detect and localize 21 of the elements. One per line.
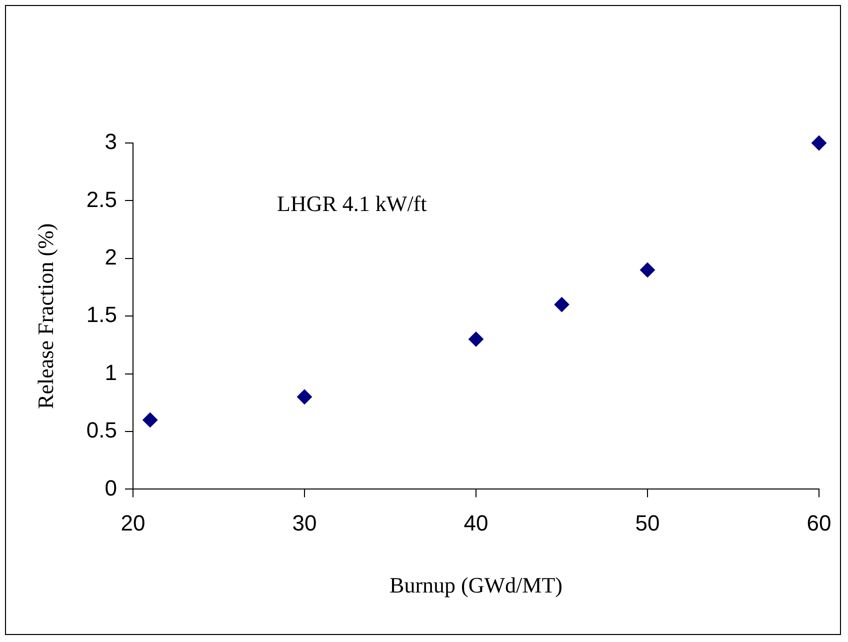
y-tick-label: 0.5	[86, 418, 117, 443]
y-tick-label: 1.5	[86, 302, 117, 328]
x-tick-label: 30	[292, 510, 317, 536]
x-tick-label: 40	[464, 510, 488, 536]
y-tick-label: 0	[104, 475, 117, 500]
point	[468, 332, 484, 347]
point	[554, 297, 570, 312]
x-tick-label: 20	[120, 510, 146, 536]
y-tick-label: 3	[104, 129, 117, 154]
point	[296, 389, 312, 404]
y-axis-title: Release Fraction (%)	[32, 223, 58, 409]
y-tick-label: 1	[104, 360, 117, 385]
y-tick-label: 2.5	[86, 186, 117, 212]
point	[640, 262, 655, 278]
x-tick-label: 50	[635, 510, 660, 536]
point	[812, 136, 826, 150]
x-tick-label: 60	[806, 510, 832, 536]
point	[142, 412, 158, 428]
x-axis-title: Burnup (GWd/MT)	[390, 572, 562, 598]
y-tick-label: 2	[104, 244, 117, 270]
annotation: LHGR 4.1 kW/ft	[277, 191, 427, 216]
